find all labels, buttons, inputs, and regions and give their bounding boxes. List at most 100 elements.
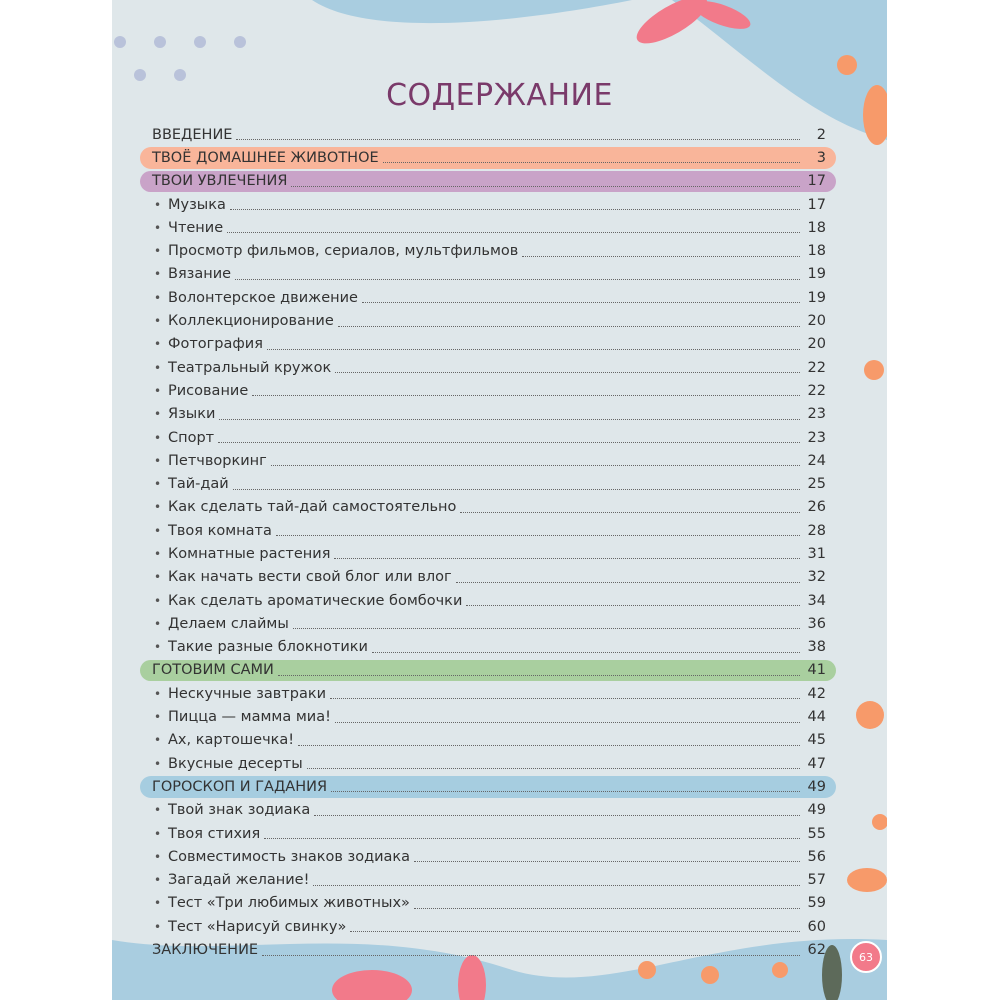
flowers-decoration: [332, 0, 887, 1000]
toc-item: • Тест «Нарисуй свинку» 60: [140, 915, 836, 938]
dot-leader: [522, 255, 800, 257]
toc-item: • Петчворкинг 24: [140, 449, 836, 472]
dot-leader: [466, 605, 800, 607]
toc-label: Рисование: [168, 382, 249, 399]
bullet-icon: •: [154, 546, 162, 561]
toc-item: • Твоя стихия 55: [140, 822, 836, 845]
dot-leader: [350, 931, 800, 933]
bullet-icon: •: [154, 873, 162, 888]
toc-label: Как сделать тай-дай самостоятельно: [168, 499, 457, 516]
toc-page-number: 42: [807, 685, 826, 702]
toc-label: Вязание: [168, 266, 232, 283]
toc-item: • Как начать вести свой блог или влог 32: [140, 566, 836, 589]
toc-item: • Делаем слаймы 36: [140, 612, 836, 635]
dot-leader: [330, 698, 800, 700]
toc-item: • Волонтерское движение 19: [140, 286, 836, 309]
toc-label: ТВОИ УВЛЕЧЕНИЯ: [152, 173, 288, 190]
toc-label: Пицца — мамма миа!: [168, 709, 331, 726]
dot-leader: [277, 674, 800, 676]
toc-page-number: 56: [807, 848, 826, 865]
bullet-icon: •: [154, 314, 162, 329]
toc-section: ТВОЁ ДОМАШНЕЕ ЖИВОТНОЕ 3: [140, 146, 836, 169]
bullet-icon: •: [154, 430, 162, 445]
toc-label: Чтение: [168, 219, 224, 236]
toc-page-number: 18: [807, 219, 826, 236]
dot-leader: [414, 861, 800, 863]
toc-page-number: 17: [807, 173, 826, 190]
dot-leader: [291, 185, 800, 187]
dot-leader: [335, 372, 800, 374]
table-of-contents: ВВЕДЕНИЕ 2 ТВОЁ ДОМАШНЕЕ ЖИВОТНОЕ 3 ТВОИ УВЛ…: [140, 123, 836, 962]
bullet-icon: •: [154, 616, 162, 631]
bullet-icon: •: [154, 803, 162, 818]
toc-label: ГОТОВИМ САМИ: [152, 662, 274, 679]
toc-item: • Загадай желание! 57: [140, 869, 836, 892]
decorative-background: [112, 0, 887, 1000]
bullet-icon: •: [154, 849, 162, 864]
dot-leader: [252, 395, 800, 397]
toc-page-number: 59: [807, 895, 826, 912]
dot-leader: [331, 791, 800, 793]
toc-item: • Как сделать ароматические бомбочки 34: [140, 589, 836, 612]
bullet-icon: •: [154, 570, 162, 585]
toc-item: • Твоя комната 28: [140, 519, 836, 542]
toc-label: Нескучные завтраки: [168, 685, 327, 702]
toc-label: ТВОЁ ДОМАШНЕЕ ЖИВОТНОЕ: [152, 149, 379, 166]
bullet-icon: •: [154, 733, 162, 748]
toc-label: Загадай желание!: [168, 872, 310, 889]
toc-label: Как начать вести свой блог или влог: [168, 569, 452, 586]
toc-label: ЗАКЛЮЧЕНИЕ: [152, 942, 259, 959]
bullet-icon: •: [154, 640, 162, 655]
toc-item: • Тай-дай 25: [140, 472, 836, 495]
toc-item: • Фотография 20: [140, 333, 836, 356]
bullet-icon: •: [154, 826, 162, 841]
toc-section: ЗАКЛЮЧЕНИЕ 62: [140, 938, 836, 961]
toc-section: ГОРОСКОП И ГАДАНИЯ 49: [140, 775, 836, 798]
toc-item: • Вязание 19: [140, 263, 836, 286]
dot-leader: [262, 954, 800, 956]
toc-item: • Рисование 22: [140, 379, 836, 402]
bullet-icon: •: [154, 710, 162, 725]
dot-leader: [382, 162, 800, 164]
toc-page-number: 18: [807, 243, 826, 260]
dot-leader: [455, 581, 800, 583]
dot-leader: [275, 535, 800, 537]
toc-label: Комнатные растения: [168, 545, 331, 562]
toc-item: • Просмотр фильмов, сериалов, мультфильмо…: [140, 239, 836, 262]
toc-item: • Комнатные растения 31: [140, 542, 836, 565]
toc-page-number: 38: [807, 639, 826, 656]
toc-page-number: 19: [807, 289, 826, 306]
toc-label: Языки: [168, 406, 216, 423]
dot-leader: [337, 325, 800, 327]
blob-bottom: [112, 939, 887, 1000]
dot-leader: [264, 838, 800, 840]
toc-page-number: 26: [807, 499, 826, 516]
dot-leader: [270, 465, 800, 467]
toc-section: ВВЕДЕНИЕ 2: [140, 123, 836, 146]
page-title: СОДЕРЖАНИЕ: [386, 78, 613, 113]
dot-leader: [314, 814, 800, 816]
toc-item: • Как сделать тай-дай самостоятельно 26: [140, 496, 836, 519]
dot-leader: [219, 418, 800, 420]
toc-label: Твоя стихия: [168, 825, 261, 842]
dot-leader: [292, 628, 800, 630]
toc-page-number: 55: [807, 825, 826, 842]
toc-label: Петчворкинг: [168, 452, 267, 469]
bullet-icon: •: [154, 593, 162, 608]
dot-leader: [334, 558, 800, 560]
toc-item: • Нескучные завтраки 42: [140, 682, 836, 705]
dot-leader: [235, 278, 800, 280]
toc-page-number: 22: [807, 382, 826, 399]
blob-top: [312, 0, 632, 24]
dots-pattern: [114, 36, 246, 81]
toc-item: • Ах, картошечка! 45: [140, 729, 836, 752]
bullet-icon: •: [154, 477, 162, 492]
toc-page-number: 3: [816, 149, 826, 166]
toc-page-number: 41: [807, 662, 826, 679]
toc-label: Коллекционирование: [168, 313, 334, 330]
dot-leader: [298, 744, 800, 746]
toc-item: • Спорт 23: [140, 426, 836, 449]
toc-item: • Совместимость знаков зодиака 56: [140, 845, 836, 868]
toc-page-number: 49: [807, 778, 826, 795]
toc-page-number: 60: [807, 918, 826, 935]
